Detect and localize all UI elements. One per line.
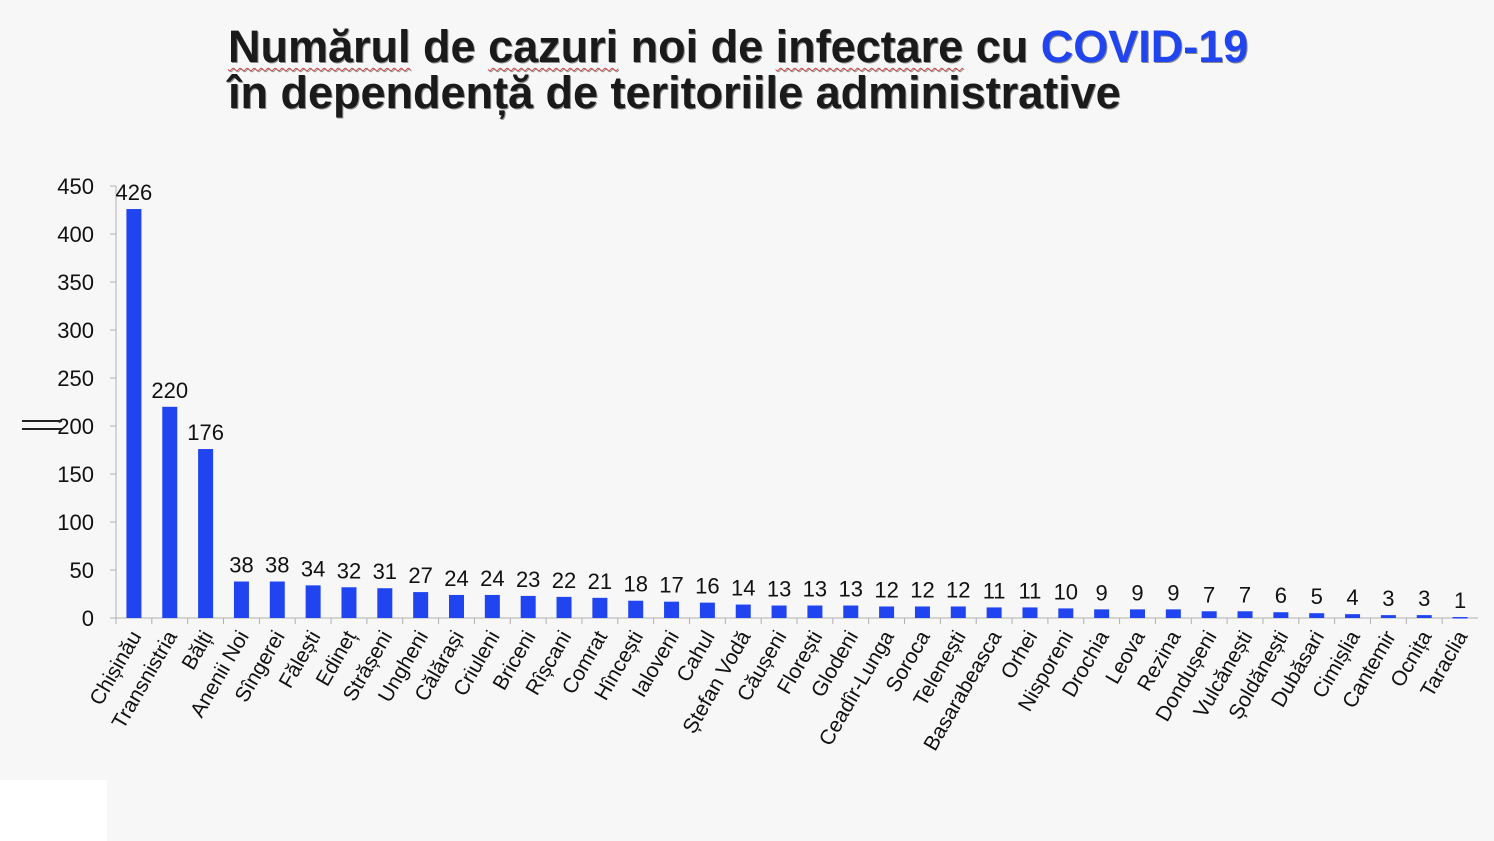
data-label-7: 31	[373, 559, 397, 584]
data-label-21: 12	[874, 577, 898, 602]
data-label-36: 3	[1418, 586, 1430, 611]
y-tick-label-9: 450	[57, 174, 94, 199]
title-part-1: de	[410, 21, 489, 72]
bar-10	[484, 594, 500, 618]
bar-5	[305, 585, 321, 618]
y-tick-label-1: 50	[70, 558, 94, 583]
title-part-2: cazuri	[488, 21, 619, 72]
y-tick-label-3: 150	[57, 462, 94, 487]
bar-34	[1345, 614, 1361, 618]
bar-13	[592, 597, 608, 618]
data-label-4: 38	[265, 553, 289, 578]
title-part-3: noi de	[618, 21, 776, 72]
data-label-26: 10	[1054, 579, 1078, 604]
title-part-6: COVID-19	[1040, 21, 1249, 72]
data-label-16: 16	[695, 574, 719, 599]
y-tick-label-8: 400	[57, 222, 94, 247]
data-label-19: 13	[803, 577, 827, 602]
data-label-20: 13	[839, 577, 863, 602]
bar-23	[950, 606, 966, 618]
bar-4	[269, 581, 285, 618]
bar-3	[233, 581, 249, 618]
y-tick-label-5: 250	[57, 366, 94, 391]
title-part-0: Numărul	[228, 21, 411, 72]
bar-20	[843, 605, 859, 618]
bar-2	[198, 449, 214, 618]
chart-title-line1: Numărul de cazuri noi de infectare cu CO…	[228, 24, 1248, 70]
data-label-22: 12	[910, 577, 934, 602]
data-label-35: 3	[1382, 586, 1394, 611]
y-tick-label-4: 200	[57, 414, 94, 439]
data-label-27: 9	[1096, 580, 1108, 605]
chart-title-line2: în dependență de teritoriile administrat…	[228, 67, 1121, 118]
bar-0	[126, 209, 142, 619]
bar-9	[449, 594, 464, 618]
data-label-18: 13	[767, 577, 791, 602]
bar-36	[1416, 615, 1432, 618]
bar-6	[341, 587, 357, 618]
data-label-11: 23	[516, 567, 540, 592]
bar-28	[1130, 609, 1145, 618]
chart-title: Numărul de cazuri noi de infectare cu CO…	[228, 24, 1248, 116]
bar-33	[1309, 613, 1325, 618]
data-label-3: 38	[229, 553, 253, 578]
bar-11	[520, 595, 536, 618]
data-label-10: 24	[480, 566, 504, 591]
bar-27	[1094, 609, 1110, 618]
data-label-37: 1	[1454, 588, 1466, 613]
data-label-6: 32	[337, 558, 361, 583]
bar-26	[1058, 608, 1074, 618]
bar-35	[1380, 615, 1396, 618]
y-tick-label-6: 300	[57, 318, 94, 343]
data-label-17: 14	[731, 576, 755, 601]
bar-1	[162, 406, 178, 618]
bar-7	[377, 588, 393, 618]
y-tick-label-0: 0	[82, 606, 94, 631]
data-label-14: 18	[623, 572, 647, 597]
data-label-15: 17	[659, 573, 683, 598]
bar-21	[879, 606, 895, 618]
data-label-34: 4	[1346, 585, 1358, 610]
data-label-24: 11	[983, 578, 1006, 603]
bar-17	[735, 604, 751, 618]
bar-12	[556, 596, 572, 618]
bar-24	[986, 607, 1002, 618]
bar-30	[1201, 611, 1217, 618]
bar-25	[1022, 607, 1038, 618]
title-part-4: infectare	[775, 21, 964, 72]
bar-15	[664, 601, 680, 618]
data-label-25: 11	[1019, 578, 1042, 603]
data-label-23: 12	[946, 577, 970, 602]
data-label-29: 9	[1167, 580, 1179, 605]
corner-blank	[0, 780, 107, 841]
y-tick-label-2: 100	[57, 510, 94, 535]
bar-14	[628, 600, 644, 618]
data-label-5: 34	[301, 556, 325, 581]
bar-22	[914, 606, 930, 618]
bar-32	[1273, 612, 1289, 618]
data-label-32: 6	[1275, 583, 1287, 608]
data-label-12: 22	[552, 568, 576, 593]
bar-19	[807, 605, 823, 618]
data-label-33: 5	[1311, 584, 1323, 609]
y-tick-label-7: 350	[57, 270, 94, 295]
data-label-0: 426	[116, 180, 153, 205]
data-label-13: 21	[588, 569, 612, 594]
bar-31	[1237, 611, 1253, 618]
bar-29	[1165, 609, 1181, 618]
bar-37	[1452, 617, 1468, 619]
bar-8	[413, 592, 429, 618]
data-label-31: 7	[1239, 582, 1251, 607]
data-label-2: 176	[187, 420, 224, 445]
data-label-9: 24	[444, 566, 468, 591]
data-label-1: 220	[151, 378, 188, 403]
data-label-8: 27	[408, 563, 432, 588]
data-label-28: 9	[1131, 580, 1143, 605]
data-label-30: 7	[1203, 582, 1215, 607]
bar-18	[771, 605, 787, 618]
title-part-5: cu	[963, 21, 1041, 72]
bar-16	[699, 602, 715, 618]
